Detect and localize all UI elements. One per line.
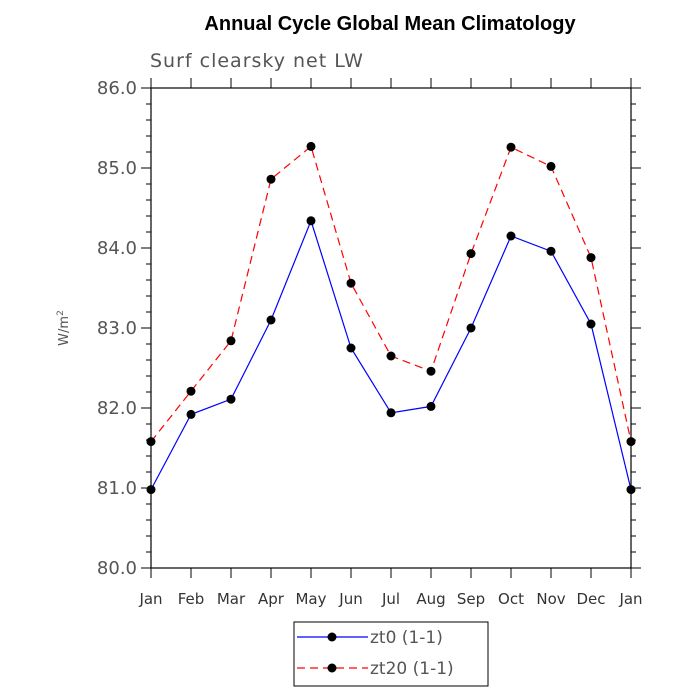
data-point-s1-11 (586, 253, 596, 263)
data-point-s1-2 (226, 336, 236, 346)
svg-text:W/m2: W/m2 (56, 310, 72, 346)
data-point-s1-12 (626, 437, 636, 447)
data-point-s0-6 (386, 408, 396, 418)
data-point-s1-9 (506, 142, 516, 152)
axis-ticks (141, 78, 641, 578)
data-point-s0-7 (426, 401, 436, 411)
legend-marker-zt0 (327, 632, 337, 642)
data-point-s1-3 (266, 174, 276, 184)
legend-marker-zt20 (327, 663, 337, 673)
data-point-s1-5 (346, 278, 356, 288)
data-point-s1-0 (146, 437, 156, 447)
data-point-s0-1 (186, 409, 196, 419)
x-tick-label: Apr (258, 590, 285, 608)
legend-label-zt20: zt20 (1-1) (370, 659, 454, 679)
x-tick-label: Nov (536, 590, 565, 608)
y-axis-label-superscript: 2 (56, 310, 66, 316)
y-tick-label: 84.0 (97, 238, 137, 259)
y-tick-label: 85.0 (97, 158, 137, 179)
y-tick-label: 86.0 (97, 78, 137, 99)
y-axis-label-base: W/m (57, 316, 72, 346)
y-tick-label: 83.0 (97, 318, 137, 339)
data-point-s0-9 (506, 231, 516, 241)
y-tick-label: 80.0 (97, 558, 137, 579)
legend-box (293, 621, 489, 687)
data-point-s0-8 (466, 323, 476, 333)
data-point-s0-12 (626, 485, 636, 495)
data-point-s0-0 (146, 485, 156, 495)
data-point-s1-1 (186, 386, 196, 396)
data-point-s1-10 (546, 161, 556, 171)
data-point-s1-8 (466, 249, 476, 259)
legend: zt0 (1-1) zt20 (1-1) (293, 621, 489, 687)
legend-label-zt0: zt0 (1-1) (370, 628, 443, 648)
series-line-1 (150, 145, 632, 442)
data-point-s1-6 (386, 351, 396, 361)
plot-frame (150, 87, 632, 569)
x-tick-label: Jan (618, 590, 642, 608)
x-tick-label: Mar (217, 590, 246, 608)
series-points (146, 141, 636, 495)
data-point-s0-10 (546, 246, 556, 256)
data-point-s0-5 (346, 343, 356, 353)
x-tick-label: Jun (338, 590, 362, 608)
x-tick-labels: Jan Feb Mar Apr May Jun Jul Aug Sep Oct Nov Dec Jan (138, 590, 642, 608)
data-point-s0-2 (226, 394, 236, 404)
chart-subtitle: Surf clearsky net LW (150, 50, 364, 72)
data-point-s1-4 (306, 141, 316, 151)
x-tick-label: Sep (457, 590, 485, 608)
x-tick-label: Jul (381, 590, 400, 608)
data-point-s0-4 (306, 216, 316, 226)
data-point-s1-7 (426, 366, 436, 376)
y-tick-label: 81.0 (97, 478, 137, 499)
chart-title: Annual Cycle Global Mean Climatology (204, 13, 576, 35)
data-point-s0-3 (266, 315, 276, 325)
series-lines (150, 145, 632, 490)
y-tick-labels: 80.0 81.0 82.0 83.0 84.0 85.0 86.0 (97, 78, 137, 579)
data-point-s0-11 (586, 319, 596, 329)
y-axis-label: W/m2 (56, 310, 72, 346)
x-tick-label: Feb (178, 590, 205, 608)
x-tick-label: Oct (498, 590, 524, 608)
x-tick-label: Jan (138, 590, 162, 608)
x-tick-label: Aug (416, 590, 445, 608)
x-tick-label: Dec (576, 590, 605, 608)
x-tick-label: May (295, 590, 326, 608)
y-tick-label: 82.0 (97, 398, 137, 419)
